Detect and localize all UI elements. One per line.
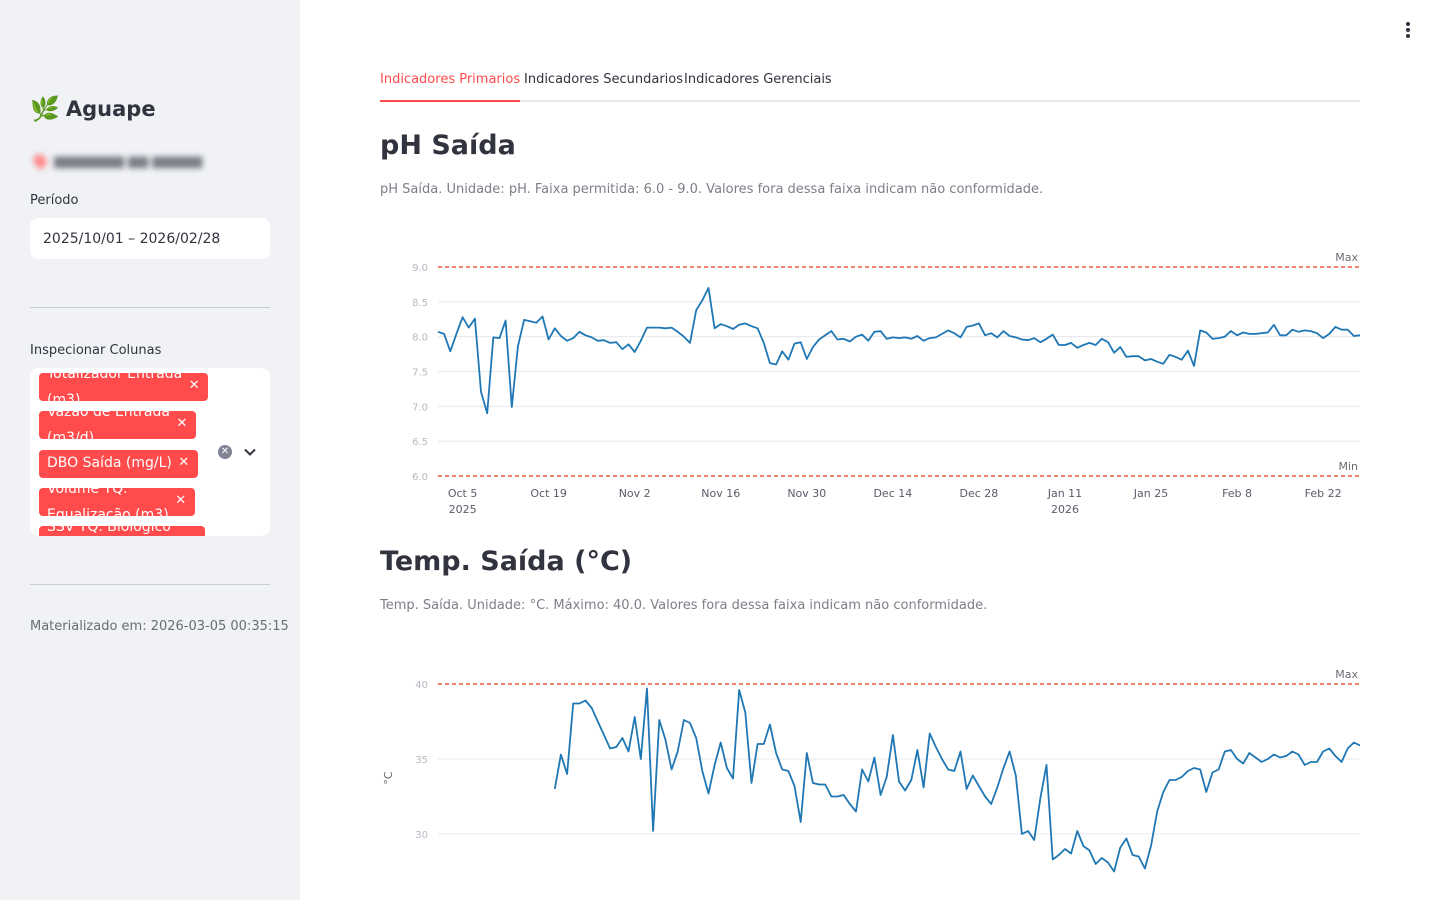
- tab-bar: Indicadores Primarios Indicadores Secund…: [380, 62, 1360, 102]
- remove-chip-icon[interactable]: ✕: [175, 493, 187, 508]
- chip-label: Vazão de Entrada: [47, 404, 170, 420]
- chip-label: Volume TQ.: [47, 481, 128, 497]
- y-tick-label: 40: [415, 680, 428, 691]
- remove-chip-icon[interactable]: ✕: [176, 416, 188, 431]
- x-tick-year-label: 2025: [449, 503, 477, 516]
- x-tick-year-label: 2026: [1051, 503, 1079, 516]
- x-tick-label: Oct 5: [448, 487, 478, 500]
- chip-label-line2: Equalização (m3): [47, 507, 169, 523]
- x-tick-label: Oct 19: [530, 487, 567, 500]
- chip-vazao-entrada[interactable]: Vazão de Entrada (m3/d) ✕: [39, 404, 196, 446]
- leaf-icon: 🌿: [30, 95, 60, 123]
- main-menu-icon[interactable]: [1400, 20, 1416, 40]
- inspect-columns-multiselect[interactable]: Totalizador Entrada (m3) ✕ Vazão de Entr…: [30, 368, 270, 536]
- x-tick-label: Jan 25: [1133, 487, 1168, 500]
- tab-indicadores-primarios[interactable]: Indicadores Primarios: [380, 72, 521, 102]
- chevron-down-icon[interactable]: [243, 445, 257, 459]
- clear-all-icon[interactable]: ✕: [218, 445, 232, 459]
- chip-volume-equalizacao[interactable]: Volume TQ. Equalização (m3) ✕: [39, 481, 195, 523]
- chip-dbo-saida[interactable]: DBO Saída (mg/L) ✕: [39, 450, 198, 478]
- chip-ssv-biologico[interactable]: SSV TQ. Biológico: [39, 519, 205, 536]
- section-caption-temp: Temp. Saída. Unidade: °C. Máximo: 40.0. …: [380, 598, 988, 613]
- location-pin-icon: [30, 151, 50, 171]
- remove-chip-icon[interactable]: ✕: [188, 378, 200, 393]
- limit-label-max: Max: [1335, 668, 1358, 681]
- y-tick-label: 8.5: [412, 298, 428, 309]
- tab-indicadores-secundarios[interactable]: Indicadores Secundarios: [524, 72, 683, 87]
- x-tick-label: Dec 28: [960, 487, 999, 500]
- period-label: Período: [30, 193, 79, 208]
- y-tick-label: 9.0: [412, 263, 428, 274]
- y-tick-label: 6.0: [412, 472, 428, 483]
- temp-series-line: [553, 687, 1360, 873]
- x-tick-label: Jan 11: [1047, 487, 1082, 500]
- y-tick-label: 7.0: [412, 402, 428, 413]
- chip-label-line2: (m3/d): [47, 430, 95, 446]
- x-tick-label: Feb 22: [1305, 487, 1342, 500]
- x-tick-label: Dec 14: [873, 487, 912, 500]
- x-tick-label: Nov 30: [787, 487, 826, 500]
- sidebar-divider: [30, 307, 270, 308]
- section-title-ph: pH Saída: [380, 130, 516, 161]
- y-tick-label: 7.5: [412, 368, 428, 379]
- section-caption-ph: pH Saída. Unidade: pH. Faixa permitida: …: [380, 182, 1044, 197]
- inspect-columns-label: Inspecionar Colunas: [30, 343, 162, 358]
- temp-saida-chart: 40 35 30 °C Max: [382, 668, 1360, 873]
- period-date-input[interactable]: 2025/10/01 – 2026/02/28: [30, 218, 270, 259]
- blurred-location: ▆▆▆▆▆▆▆ ▆▆ ▆▆▆▆▆: [30, 150, 224, 172]
- y-tick-label: 6.5: [412, 437, 428, 448]
- sidebar: 🌿 Aguape ▆▆▆▆▆▆▆ ▆▆ ▆▆▆▆▆ Período 2025/1…: [0, 0, 300, 900]
- chip-totalizador-entrada[interactable]: Totalizador Entrada (m3) ✕: [39, 368, 209, 408]
- x-tick-label: Nov 2: [619, 487, 651, 500]
- chip-label: Totalizador Entrada: [47, 368, 183, 382]
- y-axis-label: °C: [382, 771, 395, 785]
- y-tick-label: 8.0: [412, 333, 428, 344]
- limit-label-min: Min: [1338, 460, 1358, 473]
- x-tick-label: Feb 8: [1222, 487, 1252, 500]
- y-tick-label: 35: [415, 755, 428, 766]
- ph-saida-chart: 6.0 6.5 7.0 7.5 8.0 8.5 9.0 Max Min Oct 5 2025 Oct …: [412, 251, 1360, 516]
- chip-label-line2: (m3): [47, 392, 81, 408]
- chip-label: DBO Saída (mg/L): [47, 455, 172, 471]
- materialized-timestamp: Materializado em: 2026-03-05 00:35:15: [30, 619, 289, 634]
- blurred-text: ▆▆▆▆▆▆▆ ▆▆ ▆▆▆▆▆: [54, 153, 203, 169]
- remove-chip-icon[interactable]: ✕: [178, 455, 190, 470]
- section-title-temp: Temp. Saída (°C): [380, 546, 633, 577]
- chip-label: SSV TQ. Biológico: [47, 519, 171, 535]
- ph-series-line: [437, 287, 1360, 415]
- limit-label-max: Max: [1335, 251, 1358, 264]
- tab-indicadores-gerenciais[interactable]: Indicadores Gerenciais: [684, 72, 832, 87]
- x-tick-label: Nov 16: [701, 487, 740, 500]
- y-tick-label: 30: [415, 830, 428, 841]
- sidebar-divider: [30, 584, 270, 585]
- app-brand: 🌿 Aguape: [30, 95, 156, 123]
- app-title: Aguape: [65, 97, 156, 121]
